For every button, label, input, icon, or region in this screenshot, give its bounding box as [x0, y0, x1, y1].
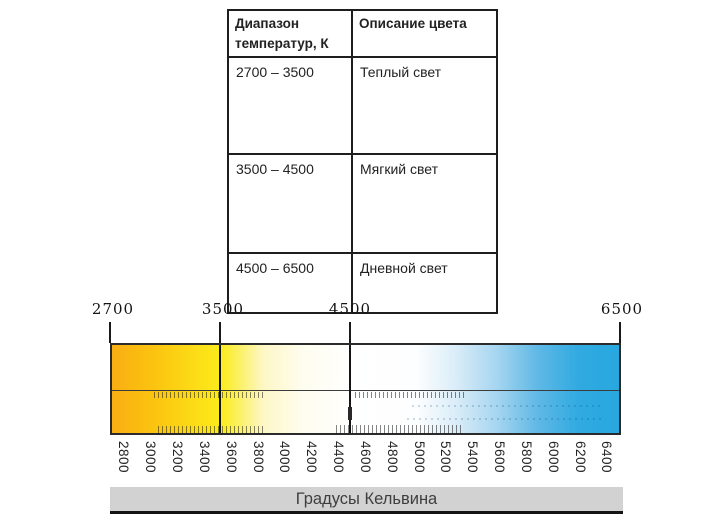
k-value-label: 2800 [116, 440, 131, 474]
tick-3500 [219, 322, 221, 343]
temperature-table: Диапазон температур, К Описание цвета 27… [227, 8, 498, 315]
k-value-label: 5200 [438, 440, 453, 474]
range-cell: 2700 – 3500 [227, 56, 353, 156]
ruler-ticks [158, 426, 266, 434]
kelvin-gradient [110, 343, 621, 435]
header-temperature-range: Диапазон температур, К [227, 8, 353, 59]
table-row: 4500 – 6500 Дневной свет [227, 252, 498, 315]
k-value-label: 4200 [304, 440, 319, 474]
header-color-description: Описание цвета [351, 8, 498, 59]
ruler-ticks [336, 425, 464, 434]
gradient-divider-3500 [219, 345, 221, 433]
description-cell: Мягкий свет [351, 153, 498, 255]
ruler-ticks [355, 392, 467, 398]
range-cell: 3500 – 4500 [227, 153, 353, 255]
dotted-texture [407, 418, 602, 420]
description-cell: Теплый свет [351, 56, 498, 156]
table-row: 2700 – 3500 Теплый свет [227, 56, 498, 156]
scale-label-4500: 4500 [328, 300, 372, 318]
k-value-label: 5600 [492, 440, 507, 474]
table-header-row: Диапазон температур, К Описание цвета [227, 8, 498, 59]
k-value-label: 5800 [519, 440, 534, 474]
scale-label-3500: 3500 [201, 300, 245, 318]
table-row: 3500 – 4500 Мягкий свет [227, 153, 498, 255]
k-value-label: 5000 [412, 440, 427, 474]
k-value-label: 4400 [331, 440, 346, 474]
k-value-label: 6400 [599, 440, 614, 474]
dotted-texture [412, 405, 602, 407]
kelvin-caption: Градусы Кельвина [295, 490, 438, 508]
scale-label-6500: 6500 [600, 300, 644, 318]
ruler-ticks [154, 392, 266, 398]
tick-6500 [619, 322, 621, 343]
k-value-label: 6000 [546, 440, 561, 474]
k-value-label: 3800 [251, 440, 266, 474]
range-cell: 4500 – 6500 [227, 252, 353, 315]
k-value-label: 4600 [358, 440, 373, 474]
k-value-label: 4000 [277, 440, 292, 474]
kelvin-caption-bar: Градусы Кельвина [110, 487, 623, 514]
k-value-label: 3600 [224, 440, 239, 474]
k-value-label: 6200 [573, 440, 588, 474]
k-value-label: 4800 [385, 440, 400, 474]
gradient-middle-line [112, 390, 619, 391]
k-value-label: 3200 [170, 440, 185, 474]
k-value-label: 3000 [143, 440, 158, 474]
k-value-label: 5400 [465, 440, 480, 474]
scale-label-2700: 2700 [91, 300, 135, 318]
dash-mark [348, 407, 352, 420]
tick-4500 [349, 322, 351, 343]
tick-2700 [109, 322, 111, 343]
k-value-label: 3400 [197, 440, 212, 474]
gradient-divider-4500 [349, 345, 351, 433]
description-cell: Дневной свет [351, 252, 498, 315]
